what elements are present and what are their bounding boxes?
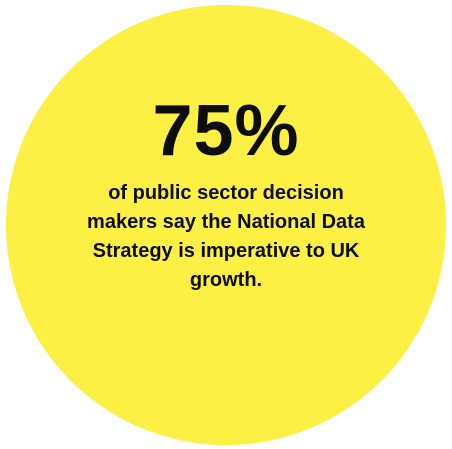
stat-value: 75% xyxy=(152,91,300,171)
stat-caption: of public sector decision makers say the… xyxy=(87,182,365,291)
stat-circle: 75% of public sector decision makers say… xyxy=(6,5,446,445)
